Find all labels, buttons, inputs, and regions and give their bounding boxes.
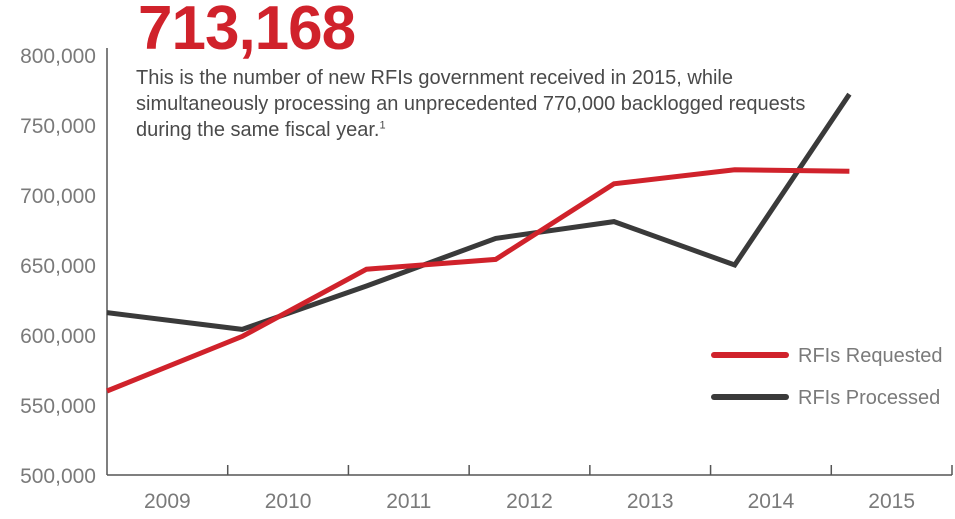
legend-label-rfis-requested: RFIs Requested xyxy=(798,345,943,367)
y-tick-label: 550,000 xyxy=(20,395,96,418)
y-tick-label: 750,000 xyxy=(20,115,96,138)
series-lines xyxy=(106,92,852,394)
x-tick-label: 2013 xyxy=(627,490,674,513)
series-line-rfis-processed xyxy=(106,92,852,332)
y-axis-tick-labels: 800,000 750,000 700,000 650,000 600,000 550,0… xyxy=(20,45,96,488)
x-tick-label: 2014 xyxy=(748,490,795,513)
y-tick-label: 500,000 xyxy=(20,465,96,488)
x-tick-label: 2011 xyxy=(386,490,431,513)
y-tick-label: 650,000 xyxy=(20,255,96,278)
y-tick-label: 600,000 xyxy=(20,325,96,348)
headline-figure: 713,168 xyxy=(138,0,356,63)
series-line-rfis-requested xyxy=(106,167,850,394)
headline-description: This is the number of new RFIs governmen… xyxy=(136,65,856,143)
footnote-marker: 1 xyxy=(379,119,386,132)
x-axis-tick-labels: 2009 2010 2011 2012 2013 2014 2015 xyxy=(144,490,915,513)
x-tick-label: 2012 xyxy=(506,490,553,513)
description-text: This is the number of new RFIs governmen… xyxy=(136,67,806,141)
legend: RFIs Requested RFIs Processed xyxy=(711,345,943,409)
x-tick-label: 2015 xyxy=(868,490,915,513)
y-tick-label: 800,000 xyxy=(20,45,96,68)
x-tick-label: 2010 xyxy=(265,490,312,513)
axes xyxy=(106,48,953,476)
x-tick-label: 2009 xyxy=(144,490,191,513)
legend-label-rfis-processed: RFIs Processed xyxy=(798,387,940,409)
y-tick-label: 700,000 xyxy=(20,185,96,208)
